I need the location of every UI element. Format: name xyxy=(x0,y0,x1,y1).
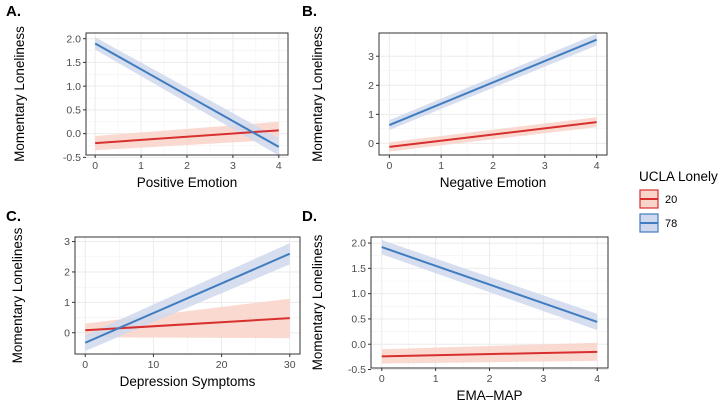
y-tick-label: -0.5 xyxy=(348,364,366,376)
y-tick-label: 1 xyxy=(64,297,70,309)
x-tick-label: 30 xyxy=(284,359,296,371)
panel-4: 0 1 2 3 4 -0.5 0.0 0.5 1.0 1.5 2.0 EMA–MAP Momentary… xyxy=(302,208,609,403)
x-tick-label: 0 xyxy=(82,359,88,371)
x-tick-label: 2 xyxy=(184,160,190,172)
x-tick-label: 0 xyxy=(379,373,385,385)
series-line-78 xyxy=(84,252,291,344)
panel-label: A. xyxy=(6,3,21,20)
legend-key-20: 20 xyxy=(639,189,677,209)
y-tick-label: 0 xyxy=(64,327,70,339)
panel-1: 0 1 2 3 4 -0.5 0.0 0.5 1.0 1.5 2.0 Positive Emotion… xyxy=(6,3,289,190)
series-line-78 xyxy=(388,38,598,127)
series-line-78 xyxy=(94,42,280,148)
y-axis-title: Momentary Loneliness xyxy=(310,26,325,162)
series-line-20 xyxy=(95,129,279,145)
x-tick-label: 4 xyxy=(594,373,600,385)
series-line-78 xyxy=(381,246,598,323)
panel-label: D. xyxy=(302,208,317,225)
y-tick-label: 3 xyxy=(368,51,374,63)
y-axis-title: Momentary Loneliness xyxy=(10,227,25,363)
legend: UCLA Lonely 20 78 xyxy=(639,169,718,233)
ci-band-20 xyxy=(381,342,598,364)
legend-label: 78 xyxy=(665,218,677,230)
x-tick-label: 2 xyxy=(487,373,493,385)
ci-band-78 xyxy=(85,243,290,351)
y-tick-label: 0.5 xyxy=(351,314,366,326)
panel-label: C. xyxy=(6,208,21,225)
x-axis-title: Positive Emotion xyxy=(137,175,238,190)
panel-2: 0 1 2 3 4 0 1 2 3 Negative Emotion Momentary Lonel… xyxy=(302,3,608,190)
x-tick-label: 1 xyxy=(138,160,144,172)
x-tick-label: 0 xyxy=(92,160,98,172)
x-tick-label: 4 xyxy=(594,160,600,172)
y-tick-label: 2.0 xyxy=(351,238,366,250)
x-tick-label: 3 xyxy=(540,373,546,385)
x-axis-title: Negative Emotion xyxy=(440,175,547,190)
series-line-20 xyxy=(381,350,598,358)
series-line-20 xyxy=(389,121,597,148)
y-tick-label: 0 xyxy=(368,138,374,150)
x-tick-label: 3 xyxy=(230,160,236,172)
y-tick-label: 1.0 xyxy=(66,81,81,93)
y-tick-label: 0.5 xyxy=(66,105,81,117)
y-tick-label: 2 xyxy=(64,267,70,279)
y-tick-label: 3 xyxy=(64,236,70,248)
x-tick-label: 3 xyxy=(542,160,548,172)
x-tick-label: 2 xyxy=(490,160,496,172)
y-tick-label: 2 xyxy=(368,80,374,92)
y-tick-label: 0.0 xyxy=(351,339,366,351)
x-tick-label: 1 xyxy=(433,373,439,385)
y-tick-label: 0.0 xyxy=(66,128,81,140)
legend-key-78: 78 xyxy=(639,213,677,233)
x-axis-title: Depression Symptoms xyxy=(120,374,256,389)
legend-title: UCLA Lonely xyxy=(639,169,718,184)
y-tick-label: 1 xyxy=(368,109,374,121)
x-tick-label: 10 xyxy=(148,359,160,371)
y-axis-title: Momentary Loneliness xyxy=(310,234,325,370)
legend-label: 20 xyxy=(665,194,677,206)
y-tick-label: -0.5 xyxy=(63,152,81,164)
y-tick-label: 2.0 xyxy=(66,33,81,45)
y-tick-label: 1.5 xyxy=(351,263,366,275)
y-axis-title: Momentary Loneliness xyxy=(12,26,27,162)
x-tick-label: 4 xyxy=(276,160,282,172)
y-tick-label: 1.5 xyxy=(66,57,81,69)
panel-3: 0 10 20 30 0 1 2 3 Depression Symptoms Momentary … xyxy=(6,208,301,389)
x-axis-title: EMA–MAP xyxy=(456,388,522,403)
panel-border xyxy=(74,236,301,355)
y-tick-label: 1.0 xyxy=(351,288,366,300)
x-tick-label: 1 xyxy=(438,160,444,172)
x-tick-label: 20 xyxy=(216,359,228,371)
x-tick-label: 0 xyxy=(386,160,392,172)
panel-label: B. xyxy=(302,3,317,20)
ci-band-78 xyxy=(95,37,279,156)
